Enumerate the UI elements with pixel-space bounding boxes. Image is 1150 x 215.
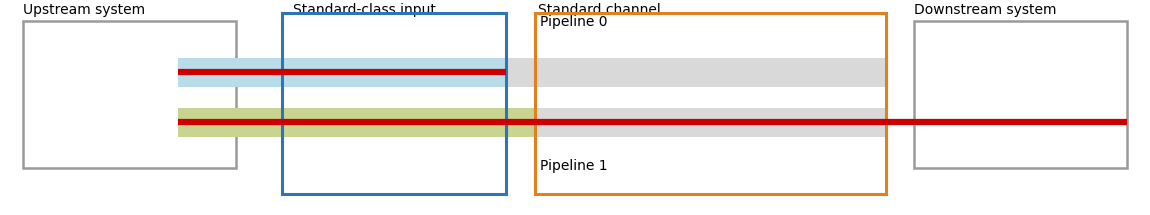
- Bar: [178, 108, 535, 137]
- Bar: [535, 13, 886, 194]
- Text: Downstream system: Downstream system: [914, 3, 1057, 17]
- Text: Pipeline 1: Pipeline 1: [540, 159, 608, 173]
- Text: Pipeline 0: Pipeline 0: [540, 15, 608, 29]
- Bar: [535, 108, 886, 137]
- Bar: [282, 13, 506, 194]
- Bar: [914, 22, 1127, 168]
- Bar: [23, 22, 236, 168]
- Text: Upstream system: Upstream system: [23, 3, 145, 17]
- Text: Standard channel: Standard channel: [538, 3, 661, 17]
- Bar: [178, 58, 506, 87]
- Bar: [506, 58, 886, 87]
- Text: Standard-class input: Standard-class input: [293, 3, 436, 17]
